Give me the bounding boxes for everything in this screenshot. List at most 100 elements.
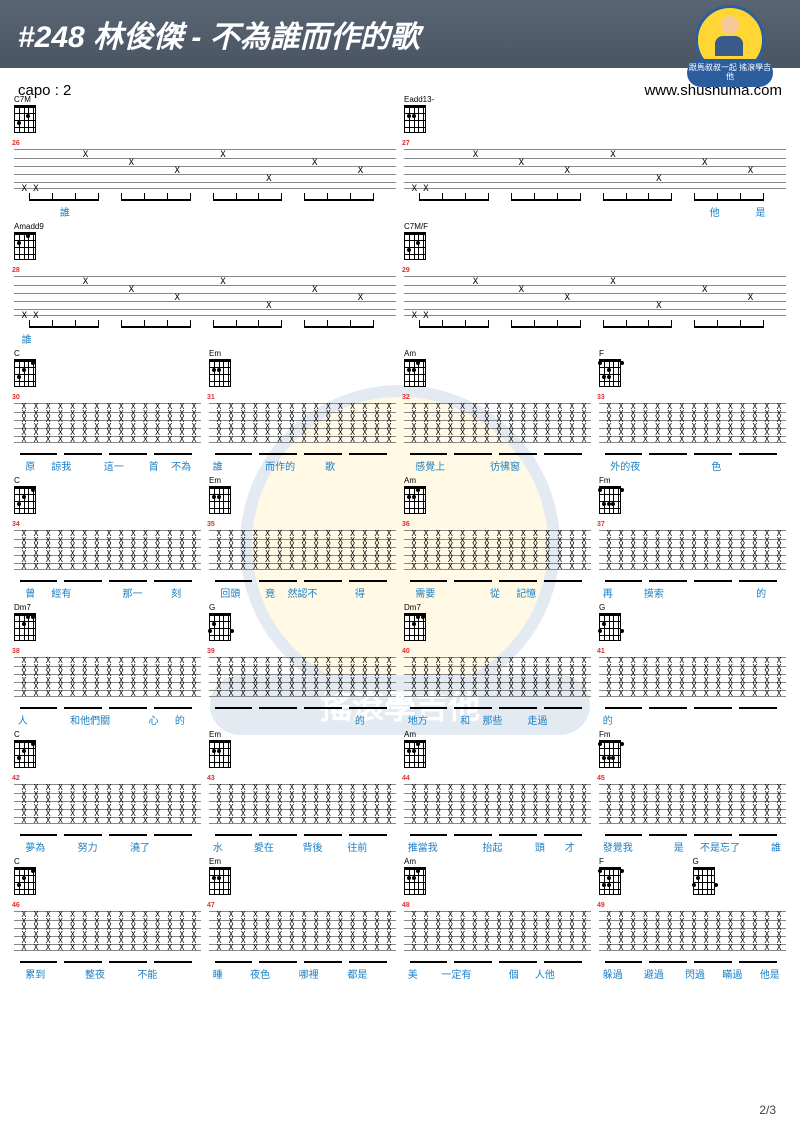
tab-system: Amadd928XXXXXXXXX誰C7M/F29XXXXXXXXX bbox=[14, 232, 786, 345]
measure-number: 48 bbox=[402, 902, 410, 909]
lyric-syllable: 往前 bbox=[347, 839, 367, 854]
rhythm-notation bbox=[404, 826, 591, 836]
measure: C46XXXXXXXXXXXXXXXXXXXXXXXXXXXXXXXXXXXXX… bbox=[14, 867, 201, 980]
lyrics-row: 美 一定有 個 人他 bbox=[404, 966, 591, 980]
song-title: #248 林俊傑 - 不為誰而作的歌 bbox=[18, 12, 420, 56]
lyric-syllable: 然認不 bbox=[288, 585, 318, 600]
lyric-syllable: 首 bbox=[149, 458, 159, 473]
page-header: #248 林俊傑 - 不為誰而作的歌 跟馬叔叔一起 搖滾學吉他 bbox=[0, 0, 800, 68]
lyrics-row: 水愛在背後往前 bbox=[209, 839, 396, 853]
chord-name: C7M bbox=[14, 95, 31, 104]
lyric-syllable: 發覺我 bbox=[603, 839, 633, 854]
rhythm-notation bbox=[404, 445, 591, 455]
tab-staff: 44XXXXXXXXXXXXXXXXXXXXXXXXXXXXXXXXXXXXXX… bbox=[404, 784, 591, 824]
tab-staff: 28XXXXXXXXX bbox=[14, 276, 396, 316]
rhythm-notation bbox=[404, 953, 591, 963]
rhythm-notation bbox=[404, 572, 591, 582]
lyric-syllable: 原 bbox=[25, 458, 35, 473]
lyric-syllable: 誰 bbox=[60, 204, 70, 219]
lyric-syllable: 水 bbox=[213, 839, 223, 854]
measure-number: 26 bbox=[12, 140, 20, 147]
rhythm-notation bbox=[209, 826, 396, 836]
measure: Eadd13-27XXXXXXXXX他是 bbox=[404, 105, 786, 218]
tab-staff: 33XXXXXXXXXXXXXXXXXXXXXXXXXXXXXXXXXXXXXX… bbox=[599, 403, 786, 443]
lyric-syllable: 的 bbox=[603, 712, 613, 727]
lyric-syllable: 美 bbox=[408, 966, 418, 981]
tab-staff: 47XXXXXXXXXXXXXXXXXXXXXXXXXXXXXXXXXXXXXX… bbox=[209, 911, 396, 951]
tab-system: C42XXXXXXXXXXXXXXXXXXXXXXXXXXXXXXXXXXXXX… bbox=[14, 740, 786, 853]
lyrics-row: 誰 bbox=[14, 331, 396, 345]
measure: Dm740XXXXXXXXXXXXXXXXXXXXXXXXXXXXXXXXXXX… bbox=[404, 613, 591, 726]
lyric-syllable: 努力 bbox=[78, 839, 98, 854]
lyric-syllable: 從 bbox=[490, 585, 500, 600]
measure-number: 36 bbox=[402, 521, 410, 528]
tab-staff: 41XXXXXXXXXXXXXXXXXXXXXXXXXXXXXXXXXXXXXX… bbox=[599, 657, 786, 697]
lyric-syllable: 一定有 bbox=[441, 966, 471, 981]
measure: FG49XXXXXXXXXXXXXXXXXXXXXXXXXXXXXXXXXXXX… bbox=[599, 867, 786, 980]
measure-number: 46 bbox=[12, 902, 20, 909]
lyric-syllable: 閃過 bbox=[685, 966, 705, 981]
lyric-syllable: 推當我 bbox=[408, 839, 438, 854]
chord-name: G bbox=[599, 603, 605, 612]
lyric-syllable: 誰 bbox=[213, 458, 223, 473]
lyric-syllable: 睡 bbox=[213, 966, 223, 981]
tab-system: C30XXXXXXXXXXXXXXXXXXXXXXXXXXXXXXXXXXXXX… bbox=[14, 359, 786, 472]
measure-number: 27 bbox=[402, 140, 410, 147]
chord-name: Fm bbox=[599, 476, 611, 485]
lyrics-row: 的 bbox=[209, 712, 396, 726]
chord-name: C bbox=[14, 476, 20, 485]
tab-staff: 26XXXXXXXXX bbox=[14, 149, 396, 189]
rhythm-notation bbox=[209, 572, 396, 582]
tab-staff: 45XXXXXXXXXXXXXXXXXXXXXXXXXXXXXXXXXXXXXX… bbox=[599, 784, 786, 824]
lyric-syllable: 是 bbox=[755, 204, 765, 219]
lyric-syllable: 諒我 bbox=[51, 458, 71, 473]
lyric-syllable: 整夜 bbox=[85, 966, 105, 981]
chord-name: Am bbox=[404, 349, 416, 358]
lyrics-row bbox=[404, 331, 786, 345]
chord-diagram: G bbox=[693, 867, 719, 909]
lyric-syllable: 再 bbox=[603, 585, 613, 600]
lyric-syllable: 和他們關 bbox=[70, 712, 110, 727]
measure-number: 44 bbox=[402, 775, 410, 782]
rhythm-notation bbox=[14, 953, 201, 963]
lyrics-row: 睡夜色哪裡都是 bbox=[209, 966, 396, 980]
lyric-syllable: 誰 bbox=[771, 839, 781, 854]
lyric-syllable: 澆了 bbox=[130, 839, 150, 854]
measure: Fm37XXXXXXXXXXXXXXXXXXXXXXXXXXXXXXXXXXXX… bbox=[599, 486, 786, 599]
lyric-syllable: 不能 bbox=[137, 966, 157, 981]
measure: C7M26XXXXXXXXX誰 bbox=[14, 105, 396, 218]
lyric-syllable: 都是 bbox=[347, 966, 367, 981]
lyrics-row: 夢為努力澆了 bbox=[14, 839, 201, 853]
measure-number: 35 bbox=[207, 521, 215, 528]
chord-name: Dm7 bbox=[14, 603, 31, 612]
lyrics-row: 誰而作的歌 bbox=[209, 458, 396, 472]
lyric-syllable: 人他 bbox=[535, 966, 555, 981]
measure-number: 42 bbox=[12, 775, 20, 782]
lyric-syllable: 刻 bbox=[171, 585, 181, 600]
measure-number: 43 bbox=[207, 775, 215, 782]
tab-system: Dm738XXXXXXXXXXXXXXXXXXXXXXXXXXXXXXXXXXX… bbox=[14, 613, 786, 726]
chord-name: C bbox=[14, 857, 20, 866]
lyric-syllable: 背後 bbox=[303, 839, 323, 854]
tab-system: C34XXXXXXXXXXXXXXXXXXXXXXXXXXXXXXXXXXXXX… bbox=[14, 486, 786, 599]
chord-name: F bbox=[599, 349, 604, 358]
rhythm-notation bbox=[599, 699, 786, 709]
lyric-syllable: 誰 bbox=[22, 331, 32, 346]
lyric-syllable: 個 bbox=[509, 966, 519, 981]
tab-staff: 35XXXXXXXXXXXXXXXXXXXXXXXXXXXXXXXXXXXXXX… bbox=[209, 530, 396, 570]
lyric-syllable: 而作的 bbox=[265, 458, 295, 473]
lyrics-row: 外的夜色 bbox=[599, 458, 786, 472]
lyrics-row: 地方和那些走過 bbox=[404, 712, 591, 726]
lyric-syllable: 心 bbox=[149, 712, 159, 727]
tab-staff: 40XXXXXXXXXXXXXXXXXXXXXXXXXXXXXXXXXXXXXX… bbox=[404, 657, 591, 697]
tab-staff: 31XXXXXXXXXXXXXXXXXXXXXXXXXXXXXXXXXXXXXX… bbox=[209, 403, 396, 443]
lyrics-row: 人和他們關心的 bbox=[14, 712, 201, 726]
rhythm-notation bbox=[404, 318, 786, 328]
measure: F33XXXXXXXXXXXXXXXXXXXXXXXXXXXXXXXXXXXXX… bbox=[599, 359, 786, 472]
measure: Am32XXXXXXXXXXXXXXXXXXXXXXXXXXXXXXXXXXXX… bbox=[404, 359, 591, 472]
measure-number: 40 bbox=[402, 648, 410, 655]
chord-name: Dm7 bbox=[404, 603, 421, 612]
rhythm-notation bbox=[209, 699, 396, 709]
lyric-syllable: 地方 bbox=[408, 712, 428, 727]
lyric-syllable: 經有 bbox=[51, 585, 71, 600]
